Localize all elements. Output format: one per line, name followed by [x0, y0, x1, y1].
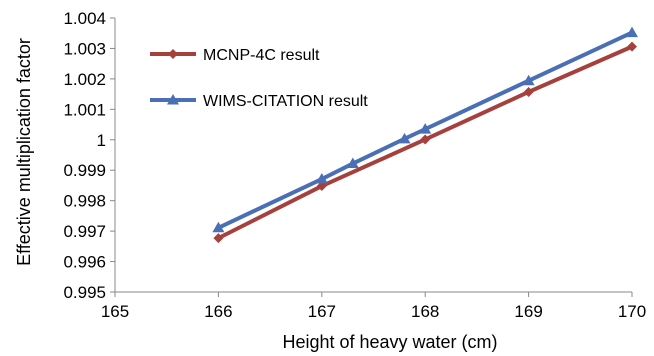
legend: MCNP-4C result WIMS-CITATION result	[150, 47, 368, 110]
data-point	[398, 132, 411, 144]
data-point	[346, 157, 359, 169]
data-point	[627, 41, 637, 52]
data-point	[626, 26, 638, 38]
x-tick-label: 166	[204, 302, 232, 321]
data-point	[315, 173, 328, 184]
y-tick-label: 1.002	[63, 70, 106, 89]
y-tick-label: 0.995	[63, 283, 106, 302]
x-tick-label: 170	[618, 302, 646, 321]
y-tick-label: 1	[97, 131, 106, 150]
legend-item: MCNP-4C result	[150, 47, 320, 64]
y-tick-label: 0.997	[63, 222, 106, 241]
legend-item: WIMS-CITATION result	[150, 93, 368, 110]
y-tick-label: 0.998	[63, 192, 106, 211]
ticks: 0.995 0.996 0.997 0.998 0.999 1 1.001 1.002 1.00…	[63, 9, 646, 321]
data-point	[419, 123, 432, 134]
data-point	[523, 86, 534, 97]
data-point	[212, 221, 225, 233]
series-1	[213, 41, 637, 244]
data-point	[213, 233, 224, 244]
x-tick-label: 168	[411, 302, 439, 321]
y-tick-label: 0.996	[63, 253, 106, 272]
data-point	[522, 74, 535, 86]
x-axis-title: Height of heavy water (cm)	[282, 332, 497, 352]
axes	[114, 18, 632, 293]
series-2	[212, 26, 638, 233]
x-tick-label: 165	[101, 302, 129, 321]
data-point	[420, 134, 431, 145]
y-tick-label: 0.999	[63, 161, 106, 180]
y-tick-label: 1.003	[63, 39, 106, 58]
series-layer	[212, 26, 638, 244]
x-tick-label: 167	[308, 302, 336, 321]
y-axis-title: Effective multiplication factor	[14, 38, 34, 266]
x-tick-label: 169	[514, 302, 542, 321]
legend-marker	[167, 94, 179, 105]
y-tick-label: 1.004	[63, 9, 106, 28]
legend-label: WIMS-CITATION result	[203, 93, 368, 110]
y-tick-label: 1.001	[63, 100, 106, 119]
legend-label: MCNP-4C result	[203, 47, 320, 64]
data-point	[316, 181, 327, 192]
legend-marker	[168, 49, 178, 59]
